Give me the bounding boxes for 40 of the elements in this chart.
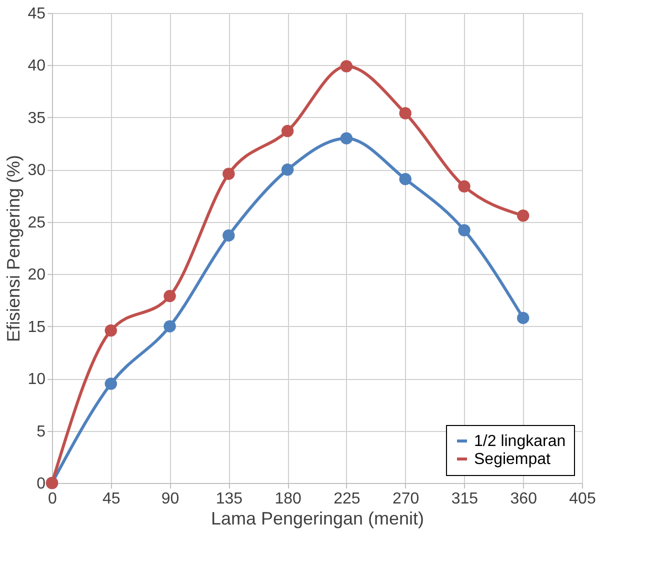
- y-tick-label: 35: [28, 110, 46, 127]
- point: [222, 168, 235, 180]
- point: [104, 378, 118, 390]
- x-tick-label: 0: [48, 490, 58, 508]
- y-tick-label: 25: [28, 214, 46, 232]
- point: [340, 60, 353, 72]
- y-tick-label: 20: [28, 266, 46, 284]
- y-tick-label: 30: [28, 162, 46, 180]
- point: [222, 229, 235, 242]
- point: [281, 124, 294, 138]
- x-tick-label: 405: [569, 490, 596, 508]
- y-tick-label: 5: [36, 423, 46, 440]
- x-tick-label: 90: [161, 490, 180, 508]
- point: [458, 224, 470, 236]
- y-tick-label: 10: [28, 371, 46, 388]
- point: [399, 107, 412, 120]
- point: [164, 320, 176, 332]
- y-tick-label: 15: [28, 318, 46, 336]
- x-tick-label: 225: [334, 490, 360, 508]
- y-tick-label: 45: [28, 6, 46, 22]
- point: [104, 324, 118, 337]
- legend-label: Segiempat: [474, 451, 552, 468]
- point: [516, 312, 530, 324]
- x-tick-label: 270: [392, 490, 420, 508]
- y-tick-label: 0: [36, 476, 46, 492]
- point: [164, 290, 176, 302]
- x-tick-label: 45: [102, 490, 120, 508]
- x-tick-label: 135: [216, 490, 243, 508]
- legend-label: 1/2 lingkaran: [474, 433, 566, 450]
- point: [281, 164, 294, 176]
- point: [399, 172, 412, 186]
- x-axis-title: Lama Pengeringan (menit): [210, 508, 424, 528]
- point: [340, 132, 353, 144]
- x-tick-label: 180: [274, 490, 302, 508]
- y-axis-title: Efisiensi Pengering (%): [4, 154, 24, 342]
- x-tick-label: 360: [510, 490, 538, 508]
- point: [516, 210, 530, 222]
- y-tick-label: 40: [28, 58, 46, 75]
- point: [458, 180, 470, 192]
- x-tick-label: 315: [451, 490, 478, 508]
